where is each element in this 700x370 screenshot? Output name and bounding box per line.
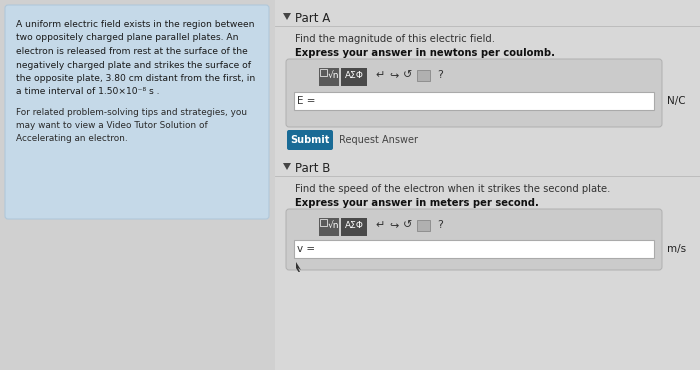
FancyBboxPatch shape [417,70,430,81]
FancyBboxPatch shape [294,92,654,110]
FancyBboxPatch shape [320,219,327,226]
Text: √n: √n [328,71,339,80]
Text: ↺: ↺ [403,220,412,230]
Text: m/s: m/s [667,244,686,254]
Polygon shape [296,262,301,272]
Text: Express your answer in newtons per coulomb.: Express your answer in newtons per coulo… [295,48,555,58]
FancyBboxPatch shape [319,68,339,86]
Text: Express your answer in meters per second.: Express your answer in meters per second… [295,198,539,208]
FancyBboxPatch shape [417,220,430,231]
Text: v =: v = [297,244,315,254]
Text: Find the speed of the electron when it strikes the second plate.: Find the speed of the electron when it s… [295,184,610,194]
FancyBboxPatch shape [294,240,654,258]
Polygon shape [283,13,291,20]
Text: two oppositely charged plane parallel plates. An: two oppositely charged plane parallel pl… [16,34,239,43]
Text: ↵: ↵ [375,220,384,230]
FancyBboxPatch shape [286,209,662,270]
Text: ΑΣΦ: ΑΣΦ [345,221,364,230]
Polygon shape [283,163,291,170]
Text: a time interval of 1.50×10⁻⁸ s .: a time interval of 1.50×10⁻⁸ s . [16,87,160,97]
Text: A uniform electric field exists in the region between: A uniform electric field exists in the r… [16,20,255,29]
Text: Submit: Submit [290,135,330,145]
FancyBboxPatch shape [319,218,339,236]
Text: For related problem-solving tips and strategies, you: For related problem-solving tips and str… [16,108,247,117]
Text: ↵: ↵ [375,70,384,80]
Text: may want to view a Video Tutor Solution of: may want to view a Video Tutor Solution … [16,121,208,130]
Text: electron is released from rest at the surface of the: electron is released from rest at the su… [16,47,248,56]
Text: Request Answer: Request Answer [339,135,418,145]
Text: ↺: ↺ [403,70,412,80]
Text: ?: ? [437,220,443,230]
Text: ?: ? [437,70,443,80]
Bar [275,0,700,370]
Text: E =: E = [297,96,316,106]
Text: ↪: ↪ [389,220,398,230]
Text: √n: √n [328,221,339,230]
FancyBboxPatch shape [320,69,327,76]
FancyBboxPatch shape [286,59,662,127]
Text: Part A: Part A [295,12,330,25]
FancyBboxPatch shape [5,5,269,219]
FancyBboxPatch shape [287,130,333,150]
FancyBboxPatch shape [341,218,367,236]
Text: the opposite plate, 3.80 cm distant from the first, in: the opposite plate, 3.80 cm distant from… [16,74,255,83]
Text: ↪: ↪ [389,70,398,80]
Text: Part B: Part B [295,162,330,175]
Text: Find the magnitude of this electric field.: Find the magnitude of this electric fiel… [295,34,495,44]
Text: Accelerating an electron.: Accelerating an electron. [16,134,127,143]
Text: negatively charged plate and strikes the surface of: negatively charged plate and strikes the… [16,61,251,70]
Text: ΑΣΦ: ΑΣΦ [345,71,364,80]
FancyBboxPatch shape [341,68,367,86]
Text: N/C: N/C [667,96,685,106]
